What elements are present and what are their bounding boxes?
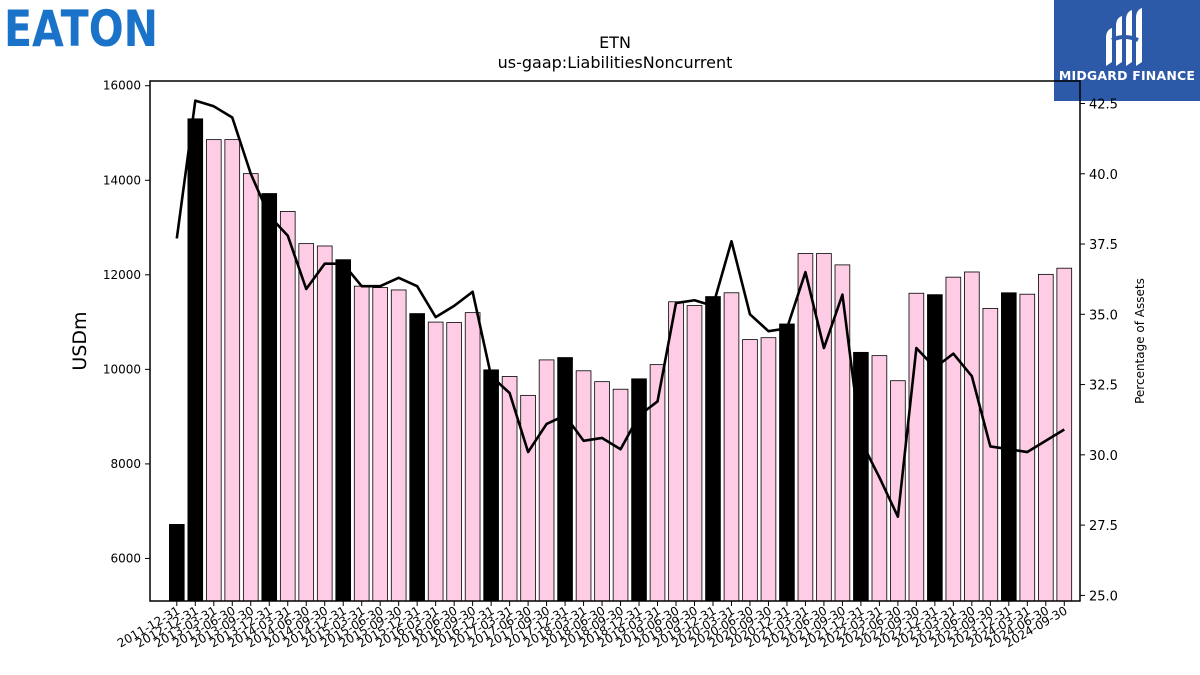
bar: [205, 139, 222, 602]
y2-tick-label: 40.0: [1089, 168, 1118, 183]
y2-tick-label: 35.0: [1089, 308, 1118, 323]
eaton-logo-text: EATON: [4, 4, 158, 48]
bar: [557, 357, 573, 602]
y2-tick-label: 27.5: [1089, 519, 1118, 534]
bar: [816, 253, 832, 602]
y-tick-label: 12000: [103, 268, 141, 282]
bar: [686, 305, 703, 602]
bar: [409, 313, 425, 602]
bar: [483, 369, 499, 602]
bar: [779, 323, 795, 602]
bar: [169, 524, 185, 602]
bar: [760, 337, 777, 602]
y2-tick-label: 25.0: [1089, 589, 1118, 604]
y2-tick-label: 42.5: [1089, 97, 1118, 112]
y2-tick-label: 32.5: [1089, 379, 1118, 394]
bar: [1056, 267, 1073, 602]
bar: [187, 118, 204, 602]
bar: [705, 296, 721, 602]
bar: [538, 359, 555, 602]
bar: [446, 322, 462, 602]
bar: [261, 193, 278, 602]
y-tick-label: 14000: [103, 173, 141, 187]
bar: [279, 211, 296, 602]
bar: [742, 339, 758, 602]
bar: [520, 394, 536, 602]
y2-tick-label: 37.5: [1089, 238, 1118, 253]
bar: [927, 294, 943, 602]
bar: [908, 292, 925, 602]
y2-axis-label: Percentage of Assets: [1133, 278, 1147, 404]
y-axis-label: USDm: [69, 311, 91, 370]
bar: [390, 289, 407, 602]
bar: [427, 321, 444, 602]
bar: [797, 253, 814, 602]
bar: [982, 307, 999, 602]
bar: [890, 380, 906, 602]
line-series: [175, 99, 1065, 518]
bar: [335, 259, 352, 602]
bar: [594, 381, 610, 602]
bar: [964, 271, 980, 602]
y-tick-label: 6000: [110, 551, 141, 565]
bar-series: [169, 118, 1073, 602]
bar: [372, 287, 388, 602]
y-axis-right: 25.0 27.5 30.0 32.5 35.0 37.5 40.0 42.5: [1080, 97, 1118, 604]
x-axis: 2011-12-312012-12-312013-03-312013-06-30…: [115, 601, 1070, 650]
bar: [224, 139, 241, 602]
bar: [316, 245, 333, 602]
bar: [298, 243, 315, 602]
bar: [668, 301, 684, 602]
bar: [945, 276, 962, 602]
bar: [723, 292, 740, 602]
bar: [612, 388, 629, 602]
bar: [353, 285, 370, 602]
bar: [834, 264, 851, 602]
chart-title: ETN: [599, 33, 631, 52]
midgard-finance-logo: MIDGARD FINANCE: [1054, 0, 1200, 101]
y2-tick-label: 30.0: [1089, 449, 1118, 464]
bar: [242, 173, 259, 602]
bar: [1001, 292, 1017, 602]
y-axis-left: 6000 8000 10000 12000 14000 16000: [103, 79, 150, 565]
midgard-finance-label: MIDGARD FINANCE: [1058, 68, 1196, 83]
bar: [575, 370, 592, 602]
y-tick-label: 8000: [110, 457, 141, 471]
y-tick-label: 10000: [103, 362, 141, 376]
chart-subtitle: us-gaap:LiabilitiesNoncurrent: [498, 53, 733, 72]
y-tick-label: 16000: [103, 79, 141, 93]
percentage-line: [175, 99, 1065, 518]
midgard-emblem-icon: [1106, 8, 1142, 66]
bar: [464, 312, 481, 602]
eaton-logo: EATON: [4, 4, 160, 48]
plot-frame: [149, 80, 1081, 602]
